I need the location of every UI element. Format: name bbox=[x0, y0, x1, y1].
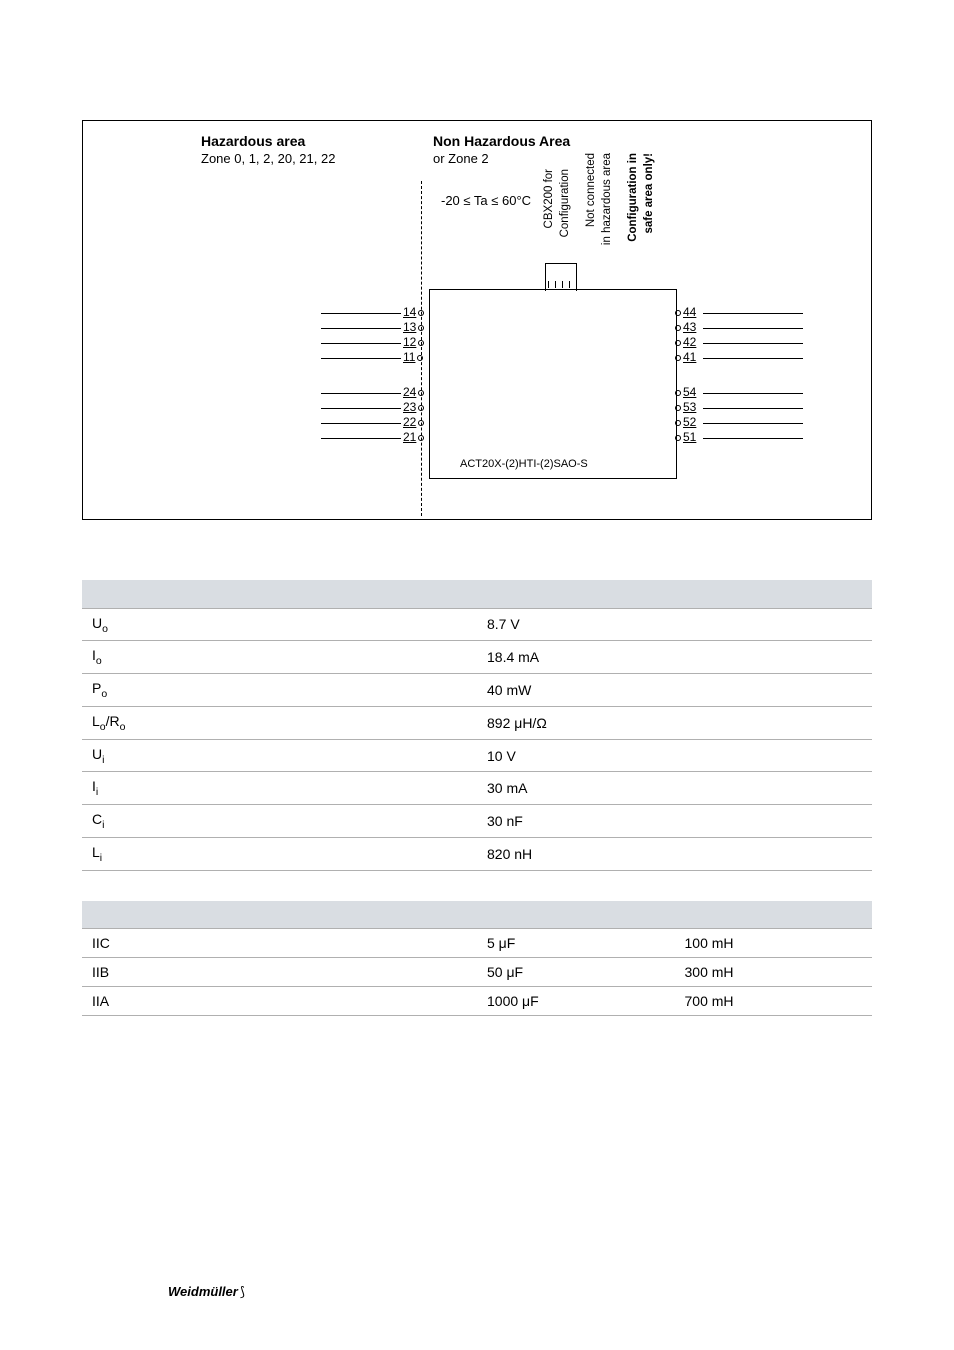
table-row: Uo8.7 V bbox=[82, 608, 872, 641]
wire-left-13 bbox=[321, 328, 401, 329]
non-hazardous-area-sub: or Zone 2 bbox=[433, 151, 489, 166]
table-row: Ci30 nF bbox=[82, 805, 872, 838]
table2-h2 bbox=[477, 901, 675, 929]
ind-cell: 100 mH bbox=[675, 929, 873, 958]
wire-left-22 bbox=[321, 423, 401, 424]
hazardous-area-title: Hazardous area bbox=[201, 133, 305, 149]
table-row: IIA1000 μF700 mH bbox=[82, 987, 872, 1016]
terminal-43: 43 bbox=[673, 320, 696, 334]
brand-name: Weidmüller bbox=[168, 1284, 238, 1299]
wire-right-42 bbox=[703, 343, 803, 344]
wire-right-51 bbox=[703, 438, 803, 439]
wire-left-11 bbox=[321, 358, 401, 359]
table-row: IIB50 μF300 mH bbox=[82, 958, 872, 987]
wire-left-24 bbox=[321, 393, 401, 394]
terminal-12: 12 bbox=[403, 335, 426, 349]
wire-left-21 bbox=[321, 438, 401, 439]
group-cell: IIA bbox=[82, 987, 477, 1016]
temperature-range: -20 ≤ Ta ≤ 60°C bbox=[441, 193, 531, 208]
param-value: 30 nF bbox=[477, 805, 872, 838]
param-value: 892 μH/Ω bbox=[477, 706, 872, 739]
param-value: 820 nH bbox=[477, 838, 872, 871]
table-row: Ui10 V bbox=[82, 739, 872, 772]
terminal-54: 54 bbox=[673, 385, 696, 399]
wire-right-44 bbox=[703, 313, 803, 314]
param-symbol: Ii bbox=[82, 772, 477, 805]
group-cell: IIB bbox=[82, 958, 477, 987]
table-row: IIC5 μF100 mH bbox=[82, 929, 872, 958]
table1-header bbox=[82, 580, 477, 608]
param-value: 30 mA bbox=[477, 772, 872, 805]
table2-h3 bbox=[675, 901, 873, 929]
terminal-52: 52 bbox=[673, 415, 696, 429]
wire-right-53 bbox=[703, 408, 803, 409]
wire-right-41 bbox=[703, 358, 803, 359]
vlabel-cbx200-b: Configuration bbox=[559, 169, 571, 237]
terminal-22: 22 bbox=[403, 415, 426, 429]
vlabel-safe-b: safe area only! bbox=[643, 153, 655, 234]
table-row: Io18.4 mA bbox=[82, 641, 872, 674]
wire-left-12 bbox=[321, 343, 401, 344]
wire-right-52 bbox=[703, 423, 803, 424]
vlabel-safe-a: Configuration in bbox=[627, 153, 639, 242]
wire-right-43 bbox=[703, 328, 803, 329]
param-value: 40 mW bbox=[477, 674, 872, 707]
param-value: 10 V bbox=[477, 739, 872, 772]
param-symbol: Io bbox=[82, 641, 477, 674]
terminal-23: 23 bbox=[403, 400, 426, 414]
terminal-11: 11 bbox=[403, 350, 425, 364]
param-symbol: Ui bbox=[82, 739, 477, 772]
parameters-table: Uo8.7 VIo18.4 mAPo40 mWLo/Ro892 μH/ΩUi10… bbox=[82, 580, 872, 871]
vlabel-cbx200-a: CBX200 for bbox=[543, 169, 555, 228]
param-symbol: Lo/Ro bbox=[82, 706, 477, 739]
param-symbol: Li bbox=[82, 838, 477, 871]
vlabel-notconn-b: in hazardous area bbox=[601, 153, 613, 245]
hazardous-area-zones: Zone 0, 1, 2, 20, 21, 22 bbox=[201, 151, 335, 166]
terminal-51: 51 bbox=[673, 430, 696, 444]
wire-left-23 bbox=[321, 408, 401, 409]
param-value: 8.7 V bbox=[477, 608, 872, 641]
terminal-53: 53 bbox=[673, 400, 696, 414]
table-row: Ii30 mA bbox=[82, 772, 872, 805]
table1-header2 bbox=[477, 580, 872, 608]
cap-cell: 1000 μF bbox=[477, 987, 675, 1016]
cap-cell: 50 μF bbox=[477, 958, 675, 987]
terminal-44: 44 bbox=[673, 305, 696, 319]
param-value: 18.4 mA bbox=[477, 641, 872, 674]
param-symbol: Ci bbox=[82, 805, 477, 838]
terminal-21: 21 bbox=[403, 430, 426, 444]
terminal-24: 24 bbox=[403, 385, 426, 399]
groups-table: IIC5 μF100 mHIIB50 μF300 mHIIA1000 μF700… bbox=[82, 901, 872, 1017]
table2-h1 bbox=[82, 901, 477, 929]
non-hazardous-area-title: Non Hazardous Area bbox=[433, 133, 570, 149]
ind-cell: 300 mH bbox=[675, 958, 873, 987]
terminal-42: 42 bbox=[673, 335, 696, 349]
device-box: ACT20X-(2)HTI-(2)SAO-S bbox=[429, 289, 677, 479]
table-row: Lo/Ro892 μH/Ω bbox=[82, 706, 872, 739]
vlabel-notconn-a: Not connected bbox=[585, 153, 597, 227]
param-symbol: Uo bbox=[82, 608, 477, 641]
brand-logo: Weidmüller⟆ bbox=[168, 1284, 245, 1300]
group-cell: IIC bbox=[82, 929, 477, 958]
terminal-41: 41 bbox=[673, 350, 696, 364]
hazardous-diagram: Hazardous area Zone 0, 1, 2, 20, 21, 22 … bbox=[82, 120, 872, 520]
device-model-label: ACT20X-(2)HTI-(2)SAO-S bbox=[460, 458, 588, 470]
table-row: Po40 mW bbox=[82, 674, 872, 707]
wire-left-14 bbox=[321, 313, 401, 314]
terminal-14: 14 bbox=[403, 305, 426, 319]
param-symbol: Po bbox=[82, 674, 477, 707]
cap-cell: 5 μF bbox=[477, 929, 675, 958]
brand-glyph: ⟆ bbox=[240, 1284, 245, 1299]
ind-cell: 700 mH bbox=[675, 987, 873, 1016]
table-row: Li820 nH bbox=[82, 838, 872, 871]
wire-right-54 bbox=[703, 393, 803, 394]
terminal-13: 13 bbox=[403, 320, 426, 334]
